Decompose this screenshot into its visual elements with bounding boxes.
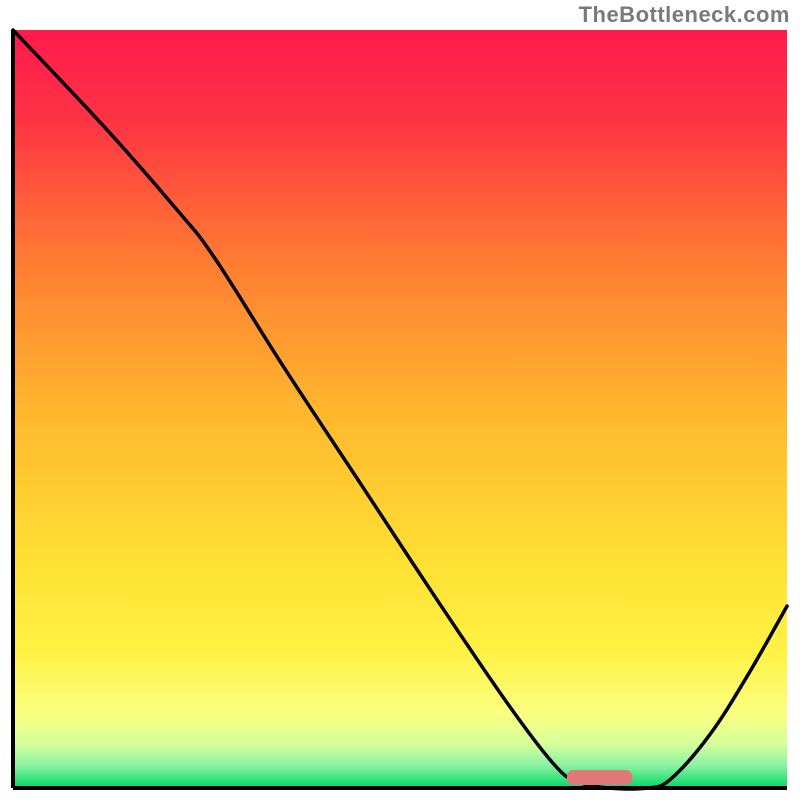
optimal-marker [567,770,633,785]
plot-background [13,30,787,788]
bottleneck-chart [0,0,800,800]
watermark-text: TheBottleneck.com [579,2,790,28]
